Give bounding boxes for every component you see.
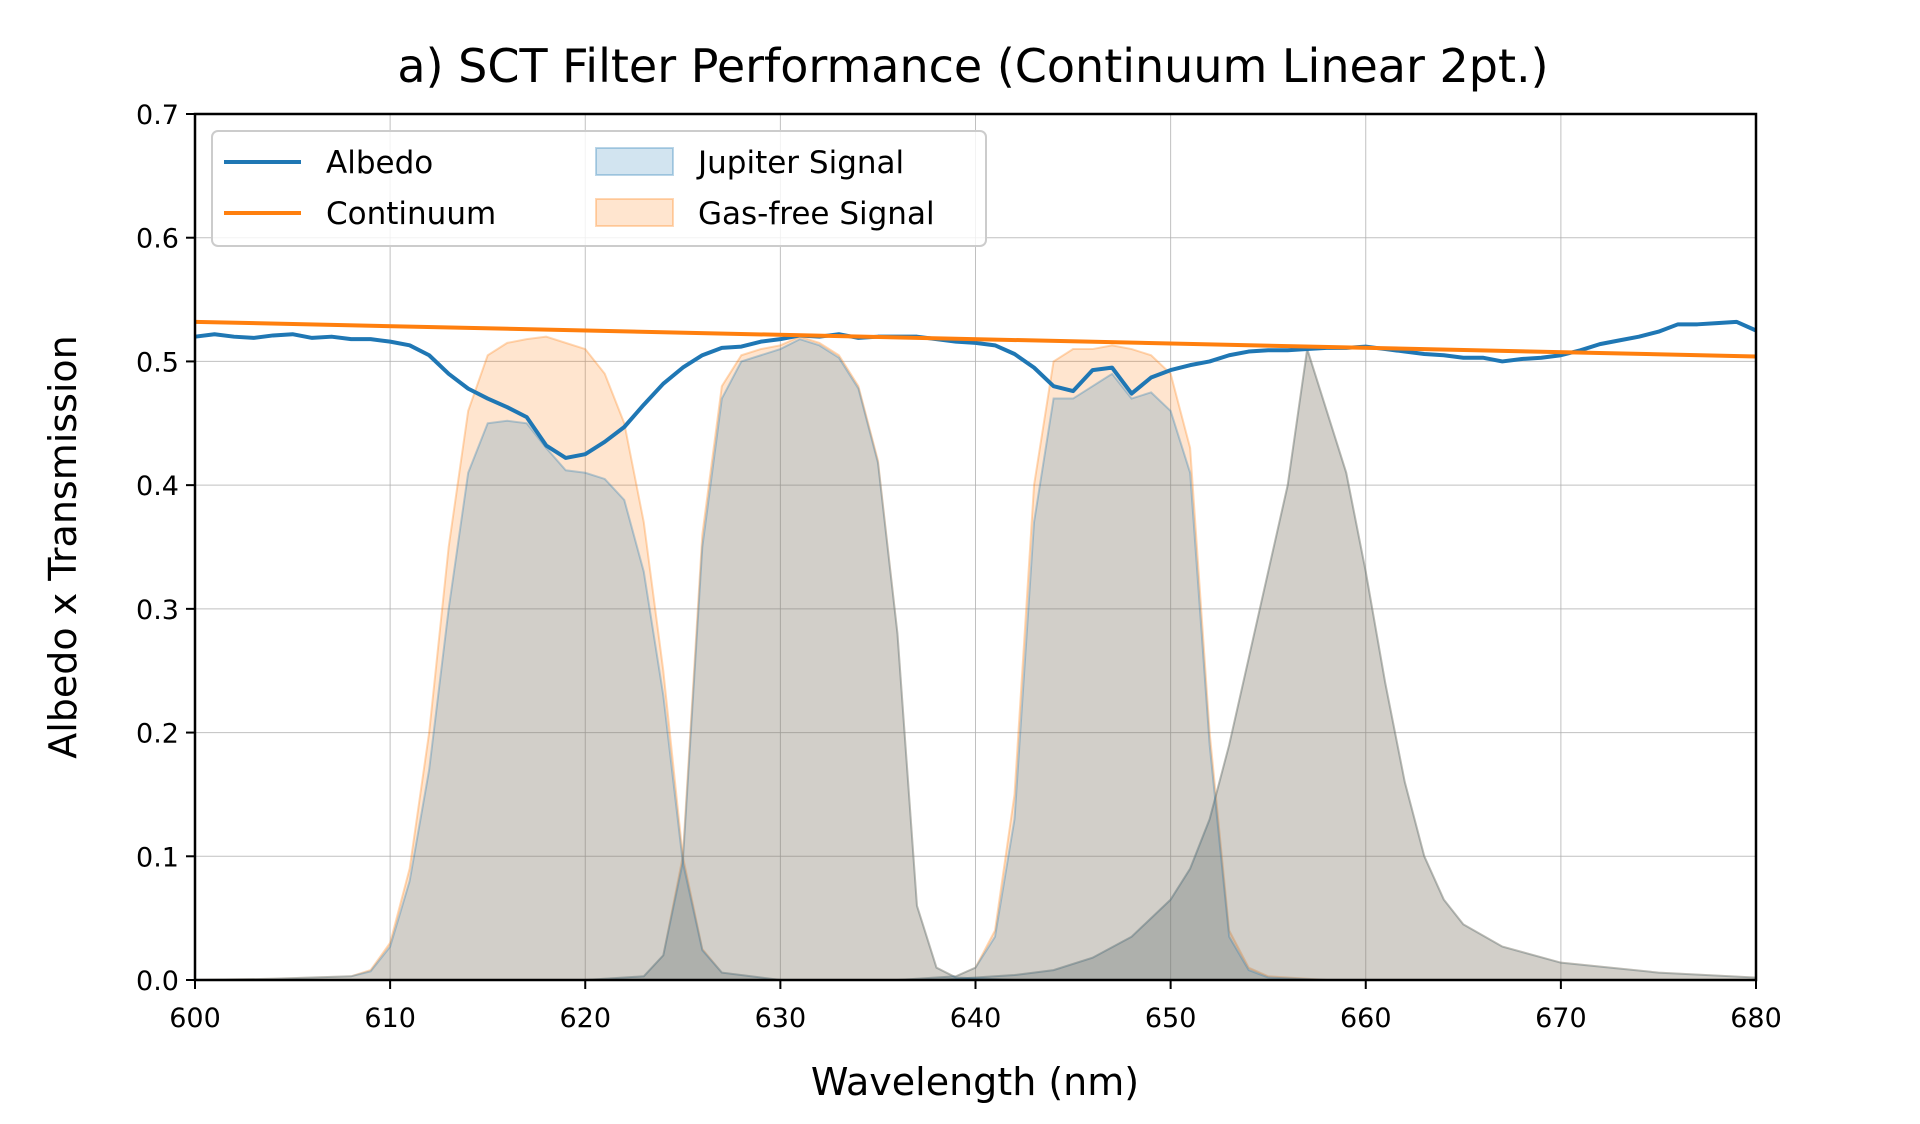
legend-box <box>211 130 987 247</box>
x-tick-label: 650 <box>1145 1003 1197 1034</box>
gas-free-signal-area-4 <box>936 348 1757 981</box>
jupiter-signal-area-1 <box>194 419 781 981</box>
continuum-line <box>194 319 1757 359</box>
y-tick-label: 0.0 <box>136 966 179 997</box>
y-tick-label: 0.6 <box>136 224 179 255</box>
x-tick-label: 680 <box>1730 1003 1782 1034</box>
legend-label-continuum: Continuum <box>326 196 496 232</box>
y-axis-label: Albedo x Transmission <box>41 335 85 759</box>
x-tick-label: 610 <box>364 1003 416 1034</box>
legend-swatch-gas-free-signal <box>595 198 674 227</box>
y-tick-label: 0.1 <box>136 842 179 873</box>
jupiter-signal-area-3 <box>897 372 1327 981</box>
albedo-line <box>194 319 1757 460</box>
y-tick-label: 0.2 <box>136 719 179 750</box>
gas-free-signal-area-1 <box>194 335 781 981</box>
series-lines <box>194 319 1757 460</box>
y-tick-label: 0.7 <box>136 100 179 131</box>
legend-swatch-jupiter-signal <box>595 147 674 176</box>
x-tick-label: 600 <box>169 1003 221 1034</box>
axis-ticks: 600 610 620 630 640 650 660 670 680 0.0 0.1 0.2 0.3 0… <box>136 100 1782 1034</box>
legend-label-gas-free-signal: Gas-free Signal <box>698 196 935 232</box>
x-tick-label: 670 <box>1535 1003 1587 1034</box>
legend: Albedo Continuum Jupiter Signal Gas-free Si… <box>211 130 987 247</box>
gas-free-signal-area-2 <box>585 335 1015 981</box>
signal-fills <box>194 335 1757 981</box>
jupiter-signal-area-4 <box>936 348 1757 981</box>
x-axis-label: Wavelength (nm) <box>811 1060 1139 1104</box>
x-tick-label: 620 <box>559 1003 611 1034</box>
y-tick-label: 0.5 <box>136 347 179 378</box>
jupiter-signal-area-2 <box>585 338 1015 981</box>
x-tick-label: 660 <box>1340 1003 1392 1034</box>
y-tick-label: 0.3 <box>136 595 179 626</box>
chart-title: a) SCT Filter Performance (Continuum Lin… <box>397 39 1548 93</box>
x-tick-label: 640 <box>950 1003 1002 1034</box>
y-tick-label: 0.4 <box>136 471 179 502</box>
x-tick-label: 630 <box>755 1003 807 1034</box>
legend-label-jupiter-signal: Jupiter Signal <box>696 145 904 181</box>
gas-free-signal-area-3 <box>897 344 1327 981</box>
legend-label-albedo: Albedo <box>326 145 433 181</box>
